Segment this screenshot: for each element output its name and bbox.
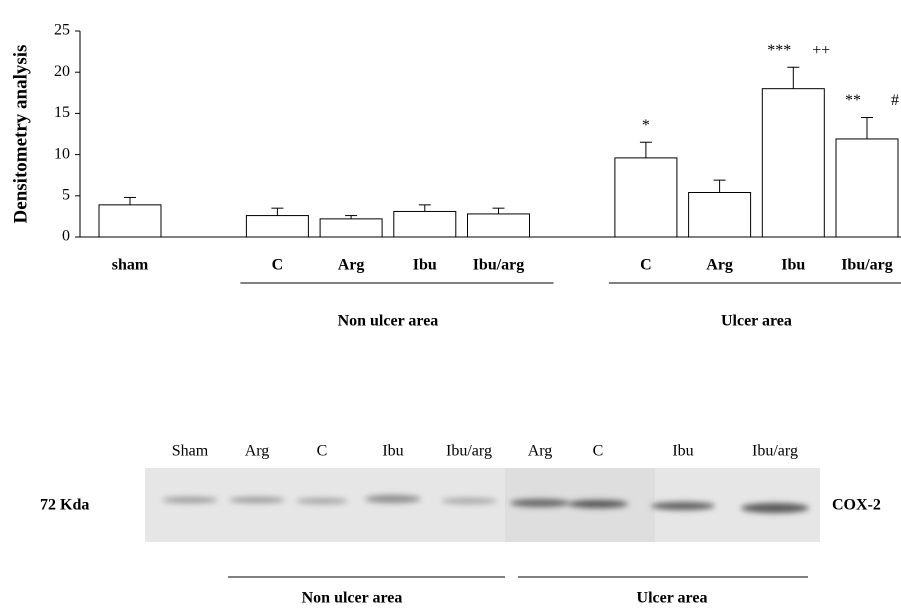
x-tick-label: Arg	[706, 257, 733, 274]
y-tick-label: 20	[54, 63, 70, 80]
significance-label: **	[845, 92, 861, 109]
lane-label: C	[317, 443, 328, 460]
x-tick-label: Ibu/arg	[473, 257, 525, 274]
lane-label: Sham	[172, 443, 209, 460]
figure: Densitometry analysis 72 Kda COX-2 Non u…	[0, 0, 901, 608]
band	[162, 497, 218, 503]
lane-label: Ibu	[672, 443, 693, 460]
y-tick-label: 25	[54, 22, 70, 39]
x-tick-label: Ibu	[413, 257, 437, 274]
lane-label: Ibu	[382, 443, 403, 460]
y-tick-label: 0	[62, 228, 70, 245]
bar	[836, 139, 898, 237]
bar	[394, 211, 456, 237]
group-label: Non ulcer area	[338, 313, 439, 330]
bar	[246, 216, 308, 237]
y-tick-label: 5	[62, 186, 70, 203]
lane-label: Ibu/arg	[752, 443, 798, 460]
x-tick-label: C	[272, 257, 284, 274]
y-tick-label: 15	[54, 104, 70, 121]
band	[741, 503, 809, 513]
lane-label: C	[593, 443, 604, 460]
significance-label: ***	[767, 42, 791, 59]
protein-label: COX-2	[832, 497, 881, 514]
x-tick-label: Ibu	[781, 257, 805, 274]
y-tick-label: 10	[54, 145, 70, 162]
x-tick-label: Arg	[338, 257, 365, 274]
bar	[615, 158, 677, 237]
bar	[762, 89, 824, 237]
band	[229, 497, 285, 503]
band	[365, 495, 421, 503]
lane-label: Arg	[245, 443, 270, 460]
marker-label: 72 Kda	[40, 497, 89, 514]
bar	[468, 214, 530, 237]
band	[568, 500, 628, 508]
band	[510, 499, 570, 507]
group-label: Ulcer area	[637, 590, 708, 607]
blot-membrane	[145, 468, 820, 542]
band	[651, 502, 715, 510]
page: Densitometry analysis 72 Kda COX-2 Non u…	[0, 0, 901, 608]
group-label: Non ulcer area	[302, 590, 403, 607]
x-tick-label: sham	[112, 257, 149, 274]
bar	[320, 219, 382, 237]
x-tick-label: C	[640, 257, 652, 274]
significance-label: #	[891, 92, 899, 109]
significance-label: ++	[812, 42, 830, 59]
group-label: Ulcer area	[721, 313, 792, 330]
lane-label: Arg	[528, 443, 553, 460]
significance-label: *	[642, 117, 650, 134]
y-axis-label: Densitometry analysis	[10, 45, 31, 224]
x-tick-label: Ibu/arg	[841, 257, 893, 274]
band	[441, 498, 497, 504]
bar	[689, 193, 751, 237]
band	[296, 498, 348, 504]
lane-label: Ibu/arg	[446, 443, 492, 460]
western-blot: 72 Kda COX-2 Non ulcer area Ulcer area	[40, 468, 881, 607]
bar	[99, 205, 161, 237]
